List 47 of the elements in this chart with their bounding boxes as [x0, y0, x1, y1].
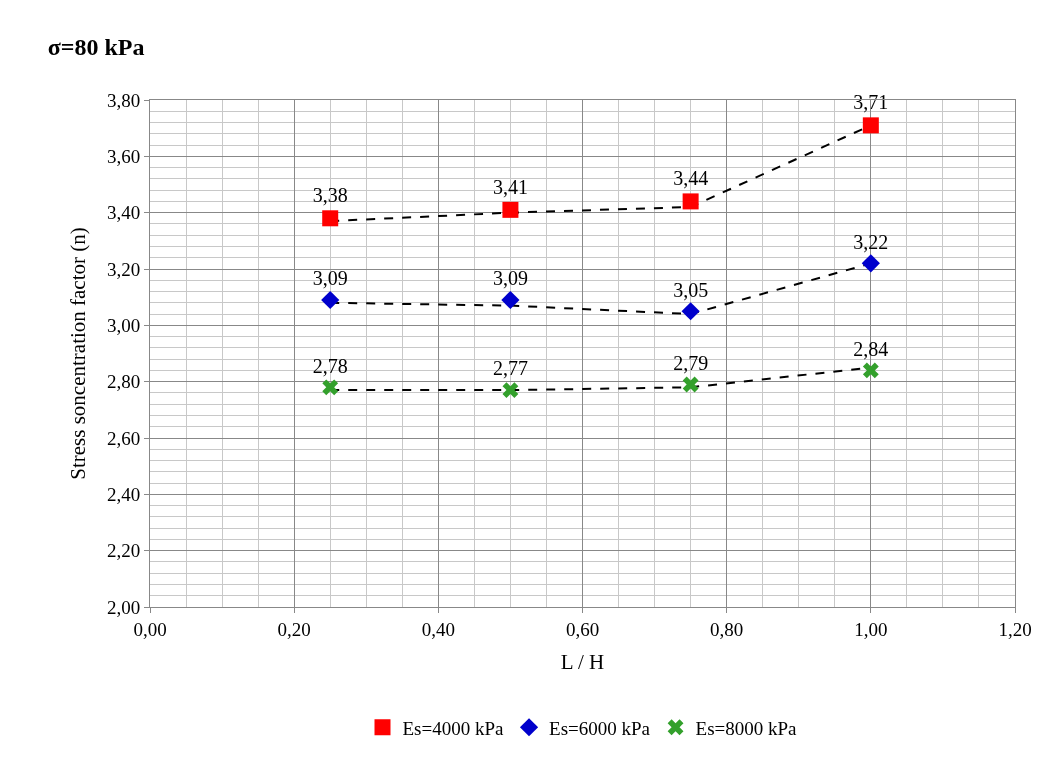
y-tick-label: 3,80	[106, 89, 141, 111]
point	[502, 201, 519, 218]
data-label: 3,41	[492, 175, 528, 198]
point	[322, 379, 339, 396]
point	[862, 362, 879, 379]
y-tick-label: 2,40	[106, 483, 141, 505]
x-tick-label: 0,20	[277, 618, 311, 640]
x-tick-label: 1,20	[998, 618, 1032, 640]
data-label: 3,44	[673, 167, 709, 190]
x-tick-label: 0,80	[710, 618, 744, 640]
x-tick-label: 0,60	[565, 618, 600, 640]
x-tick-label: 0,00	[133, 618, 167, 640]
point	[322, 210, 339, 227]
y-tick-label: 2,20	[106, 540, 141, 562]
data-label: 3,09	[492, 267, 528, 290]
data-label: 2,84	[853, 337, 889, 360]
data-label: 2,78	[312, 354, 348, 377]
point	[681, 302, 700, 321]
data-label: 3,22	[853, 230, 889, 253]
point	[682, 376, 699, 393]
legend-label: Es=6000 kPa	[549, 717, 651, 739]
chart-title: σ=80 kPa	[47, 33, 145, 60]
y-tick-label: 3,00	[106, 314, 141, 336]
y-tick-label: 3,40	[106, 202, 141, 224]
x-axis-title: L / H	[560, 650, 605, 674]
point	[862, 117, 879, 134]
data-label: 2,77	[492, 357, 528, 380]
data-label: 3,38	[312, 184, 348, 207]
y-tick-label: 3,20	[106, 258, 141, 280]
x-tick-label: 0,40	[421, 618, 455, 640]
y-tick-label: 3,60	[106, 145, 141, 167]
point	[682, 193, 699, 210]
data-label: 3,09	[312, 267, 348, 290]
y-tick-label: 2,60	[106, 427, 141, 449]
data-label: 3,71	[853, 91, 889, 114]
data-label: 2,79	[673, 351, 709, 374]
legend-label: Es=4000 kPa	[402, 717, 505, 739]
legend-label: Es=8000 kPa	[695, 717, 798, 739]
point	[501, 290, 520, 310]
data-label: 3,05	[673, 278, 709, 301]
y-axis-title: Stress soncentration factor (n)	[66, 227, 91, 480]
y-tick-label: 2,80	[106, 371, 141, 393]
point	[321, 290, 340, 310]
x-tick-label: 1,00	[854, 618, 888, 640]
y-tick-label: 2,00	[106, 596, 141, 618]
point	[502, 382, 519, 399]
point	[861, 254, 880, 273]
